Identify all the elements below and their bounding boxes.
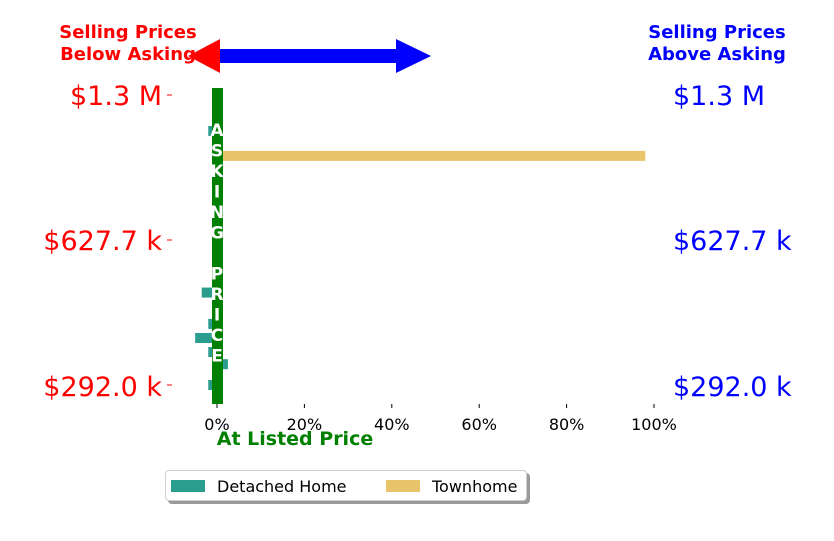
x-tick-label: 0%: [204, 415, 229, 434]
price-label-right-low: $292.0 k: [673, 372, 792, 403]
below-asking-label-line1: Selling Prices: [59, 22, 196, 43]
asking-price-letter: G: [210, 224, 224, 244]
legend-item-townhome: Townhome: [386, 476, 517, 496]
legend-label-townhome: Townhome: [432, 476, 518, 496]
x-tick-label: 100%: [631, 415, 677, 434]
x-axis-ticks: 0% 20% 40% 60% 80% 100%: [204, 404, 677, 434]
bar-townhome: [217, 150, 646, 161]
asking-price-letter: E: [211, 347, 223, 367]
legend-swatch-detached: [171, 480, 205, 492]
price-label-left-high: $1.3 M: [70, 81, 162, 112]
above-asking-label-line2: Above Asking: [648, 44, 786, 65]
x-tick-label: 40%: [374, 415, 410, 434]
at-listed-price-caption: At Listed Price: [217, 428, 373, 450]
asking-price-line: [212, 88, 223, 404]
asking-price-letter: R: [210, 285, 223, 305]
legend-swatch-townhome: [386, 480, 420, 492]
x-tick-label: 80%: [549, 415, 585, 434]
bar-detached-home: [195, 332, 217, 343]
right-arrowhead: [396, 39, 431, 73]
price-label-right-mid: $627.7 k: [673, 226, 792, 257]
asking-price-letter: I: [214, 306, 220, 326]
above-asking-label-line1: Selling Prices: [648, 22, 785, 43]
price-label-right-high: $1.3 M: [673, 81, 765, 112]
legend-item-detached: Detached Home: [171, 476, 347, 496]
bar-detached-home: [201, 287, 217, 298]
asking-price-letter: S: [211, 142, 223, 162]
asking-price-letter: N: [210, 203, 224, 223]
left-arrowhead: [188, 39, 220, 73]
asking-price-letter: A: [210, 121, 224, 141]
x-tick-label: 20%: [287, 415, 323, 434]
asking-price-letter: I: [214, 183, 220, 203]
legend: Detached Home Townhome: [165, 470, 527, 501]
direction-arrow-shaft: [218, 49, 398, 63]
x-tick-label: 60%: [461, 415, 497, 434]
below-asking-label-line2: Below Asking: [60, 44, 196, 65]
asking-price-letter: C: [211, 326, 223, 346]
asking-price-letter: K: [210, 162, 224, 182]
asking-price-letter: P: [211, 265, 223, 285]
price-label-left-mid: $627.7 k: [43, 226, 162, 257]
price-label-left-low: $292.0 k: [43, 372, 162, 403]
bars-layer: [195, 126, 646, 390]
legend-label-detached: Detached Home: [217, 476, 347, 496]
